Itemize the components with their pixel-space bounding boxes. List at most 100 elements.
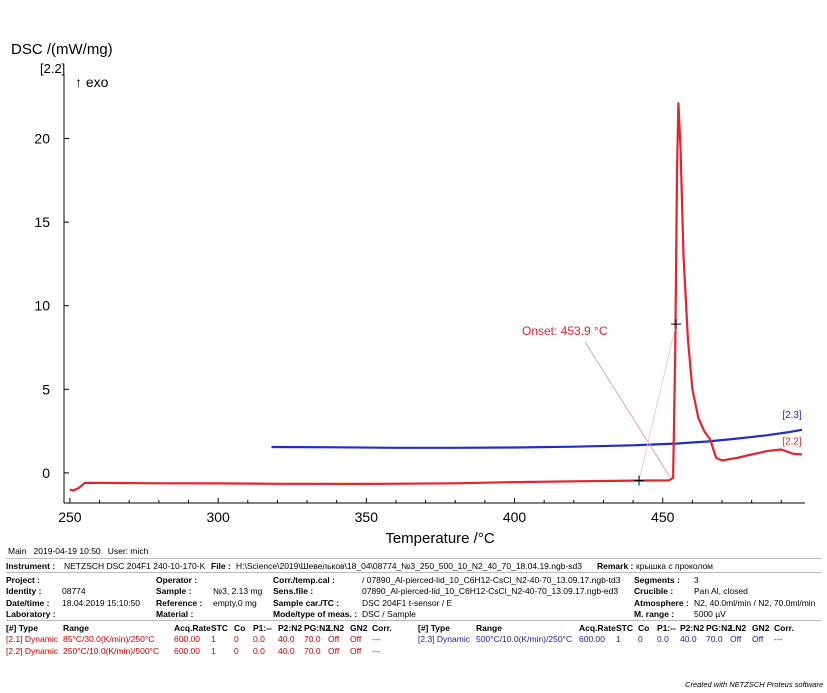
- segment-header-right-0: [#] Type: [418, 622, 450, 633]
- segment-table-header: [#] Type [#] Type Range Range Acq.Rate Acq.Ra…: [6, 623, 822, 635]
- segment-cell: 1: [616, 634, 621, 644]
- segment-header-right-6: P2:N2: [680, 622, 705, 633]
- segment-cell: [2.1] Dynamic: [6, 634, 58, 644]
- segment-header-right-3: STC: [616, 622, 633, 633]
- corr-label: Corr./temp.cal :: [273, 574, 335, 585]
- info-separator-table: [6, 620, 822, 621]
- segment-header-left-2: Acq.Rate: [174, 622, 211, 633]
- info-row-datetime: Date/time : 18.04.2019 15:10:50 Referenc…: [6, 598, 822, 610]
- segment-cell: 70.0: [304, 634, 321, 644]
- instrument-value: NETZSCH DSC 204F1 240-10-170-K: [64, 561, 206, 571]
- mode-label: Mode/type of meas. :: [273, 609, 358, 619]
- segment-cell: 70.0: [706, 634, 723, 644]
- segment-cell: 40.0: [278, 645, 295, 656]
- sensfile-label: Sens.file :: [273, 586, 314, 596]
- segment-row: [2.2] Dynamic 250°C/10.0(K/min)/500°C 600.…: [6, 646, 822, 658]
- y-axis-label: DSC /(mW/mg): [11, 41, 113, 58]
- info-row-instrument: Instrument : NETZSCH DSC 204F1 240-10-17…: [6, 561, 822, 573]
- remark-label: Remark :: [597, 561, 634, 571]
- segment-cell: 0: [234, 645, 239, 656]
- segment-cell: 1: [211, 645, 216, 656]
- segment-cell: 500°C/10.0(K/min)/250°C: [476, 634, 573, 644]
- segment-cell: 0.0: [253, 645, 265, 656]
- segment-header-right-1: Range: [476, 622, 502, 633]
- segment-header-left-1: Range: [63, 622, 89, 633]
- samplecar-value: DSC 204F1 t-sensor / E: [362, 597, 453, 608]
- material-label: Material :: [156, 609, 194, 619]
- segment-cell: 40.0: [278, 634, 295, 644]
- x-tick-label: 350: [355, 509, 379, 525]
- segment-cell: 85°C/30.0(K/min)/250°C: [63, 634, 155, 644]
- mode-value: DSC / Sample: [362, 609, 416, 619]
- segment-header-left-9: GN2: [350, 622, 368, 633]
- segment-cell: 600.00: [174, 645, 200, 656]
- segments-label: Segments :: [634, 574, 680, 585]
- segment-header-right-4: Co: [638, 622, 650, 633]
- segment-cell: Off: [752, 634, 764, 644]
- datetime-value: 18.04.2019 15:10:50: [62, 597, 140, 608]
- segment-header-right-5: P1:--: [657, 622, 676, 633]
- file-label: File :: [211, 561, 231, 571]
- axes: 0 5 10 15 20 250 300 350 400 450: [34, 74, 805, 525]
- dsc-chart: 0 5 10 15 20 250 300 350 400 450 [2.3] [2.2] Onset…: [11, 41, 805, 547]
- segment-header-left-5: P1:--: [253, 622, 272, 633]
- onset-annotation: Onset: 453.9 °C: [522, 324, 608, 338]
- segment-cell: 70.0: [304, 645, 321, 656]
- y-tick-label: 15: [34, 214, 50, 230]
- segment-header-left-10: Corr.: [372, 622, 392, 633]
- remark-value: крышка с проколом: [636, 561, 714, 571]
- segment-header-right-2: Acq.Rate: [579, 622, 616, 633]
- segment-cell: 0: [638, 634, 643, 644]
- segment-cell: [2.3] Dynamic: [418, 634, 470, 644]
- segment-table-rows: [2.1] Dynamic 85°C/30.0(K/min)/250°C 600.0…: [6, 634, 822, 657]
- software-credit: Created with NETZSCH Proteus software: [685, 680, 823, 689]
- x-axis-label: Temperature /°C: [385, 530, 495, 547]
- series-line-2-3: [271, 428, 803, 449]
- segment-row: [2.1] Dynamic 85°C/30.0(K/min)/250°C 600.0…: [6, 634, 822, 646]
- segment-header-left-8: LN2: [328, 622, 345, 633]
- segment-cell: 250°C/10.0(K/min)/500°C: [63, 645, 160, 656]
- info-row-project: Project : Operator : Corr./temp.cal : / …: [6, 575, 822, 587]
- footer-main-datetime: 2019-04-19 10:50: [33, 546, 101, 556]
- exo-label: ↑ exo: [75, 74, 109, 90]
- segment-header-left-0: [#] Type: [6, 622, 38, 633]
- segment-header-right-10: Corr.: [774, 622, 794, 633]
- atmosphere-label: Atmosphere :: [634, 597, 689, 608]
- annotation-layer: Onset: 453.9 °C: [522, 319, 682, 486]
- info-row-laboratory: Laboratory : Material : Mode/type of mea…: [6, 609, 822, 621]
- segment-header-left-3: STC: [211, 622, 228, 633]
- y-axis-segment-label: [2.2]: [40, 61, 65, 76]
- segment-cell: [2.2] Dynamic: [6, 645, 58, 656]
- crucible-value: Pan Al, closed: [694, 586, 748, 596]
- segment-cell: Off: [328, 645, 340, 656]
- segment-cell: 600.00: [579, 634, 605, 644]
- y-tick-label: 0: [42, 465, 50, 481]
- file-value: H:\Science\2019\Шевельков\18_04\08774_№3…: [236, 561, 582, 571]
- onset-tangent-line: [638, 324, 677, 481]
- x-tick-label: 450: [651, 509, 675, 525]
- y-tick-label: 5: [42, 381, 50, 397]
- sample-label: Sample :: [156, 586, 192, 596]
- footer-main-label: Main: [8, 546, 27, 556]
- crucible-label: Crucible :: [634, 586, 674, 596]
- footer-user: User: mich: [107, 546, 149, 556]
- segment-cell: Off: [328, 634, 340, 644]
- sample-value: №3, 2.13 mg: [213, 586, 263, 596]
- x-tick-label: 300: [206, 509, 230, 525]
- x-tick-label: 250: [58, 509, 82, 525]
- segment-cell: 0.0: [253, 634, 265, 644]
- reference-value: empty,0 mg: [213, 597, 257, 608]
- segment-cell: Off: [350, 645, 362, 656]
- mrange-label: M. range :: [634, 609, 675, 619]
- segment-cell: ---: [774, 634, 783, 644]
- footer-main: Main 2019-04-19 10:50 User: mich: [8, 546, 148, 556]
- mrange-value: 5000 µV: [694, 609, 726, 619]
- measurement-info-panel: Instrument : NETZSCH DSC 204F1 240-10-17…: [6, 561, 822, 657]
- info-separator-top: [6, 558, 822, 559]
- segment-cell: 40.0: [680, 634, 697, 644]
- y-tick-label: 20: [34, 131, 50, 147]
- info-separator-mid: [6, 572, 822, 573]
- segment-header-left-6: P2:N2: [278, 622, 303, 633]
- reference-label: Reference :: [156, 597, 203, 608]
- series-line-2-2: [69, 102, 803, 492]
